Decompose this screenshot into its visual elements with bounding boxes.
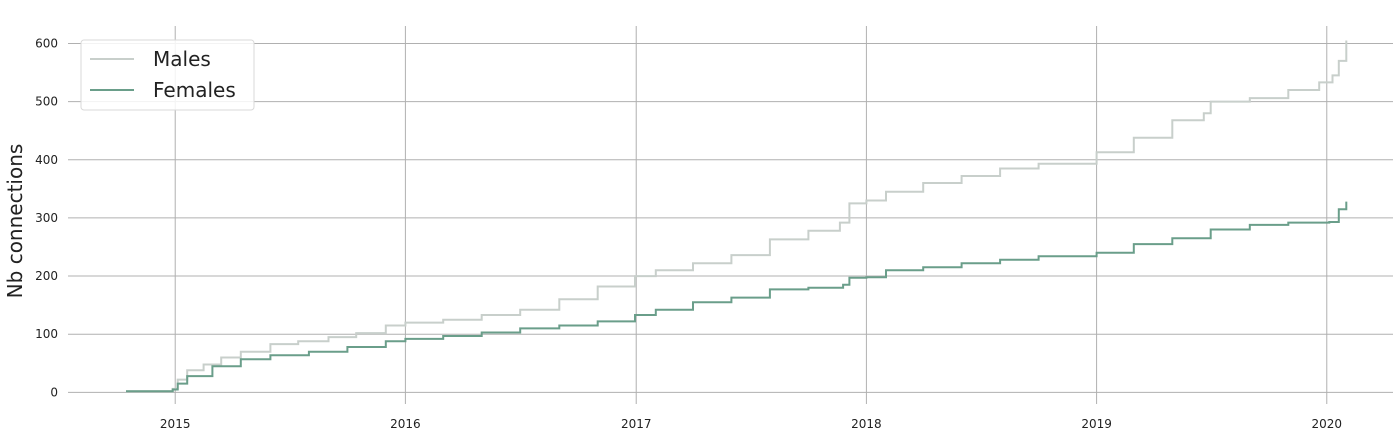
- x-axis-ticks: 2015 2016 2017 2018 2019 2020: [160, 417, 1342, 431]
- legend-label-females: Females: [153, 78, 236, 102]
- y-tick-label-400: 400: [35, 153, 58, 167]
- series-line-males: [126, 40, 1348, 393]
- x-tick-label-2018: 2018: [851, 417, 882, 431]
- x-tick-label-2016: 2016: [390, 417, 421, 431]
- legend-box: [80, 39, 255, 111]
- legend-label-males: Males: [153, 47, 211, 71]
- legend: Males Females: [80, 39, 255, 111]
- x-tick-label-2017: 2017: [621, 417, 652, 431]
- x-tick-label-2020: 2020: [1312, 417, 1343, 431]
- y-tick-label-600: 600: [35, 36, 58, 50]
- y-tick-label-0: 0: [50, 385, 58, 399]
- y-axis-label: Nb connections: [3, 144, 27, 299]
- y-tick-label-500: 500: [35, 95, 58, 109]
- x-tick-label-2015: 2015: [160, 417, 191, 431]
- y-tick-label-300: 300: [35, 211, 58, 225]
- series-lines: [126, 40, 1348, 393]
- y-axis-ticks: 0 100 200 300 400 500 600: [35, 36, 58, 399]
- y-tick-label-100: 100: [35, 327, 58, 341]
- y-tick-label-200: 200: [35, 269, 58, 283]
- grid: [68, 26, 1393, 404]
- x-tick-label-2019: 2019: [1081, 417, 1112, 431]
- series-line-females: [126, 201, 1348, 393]
